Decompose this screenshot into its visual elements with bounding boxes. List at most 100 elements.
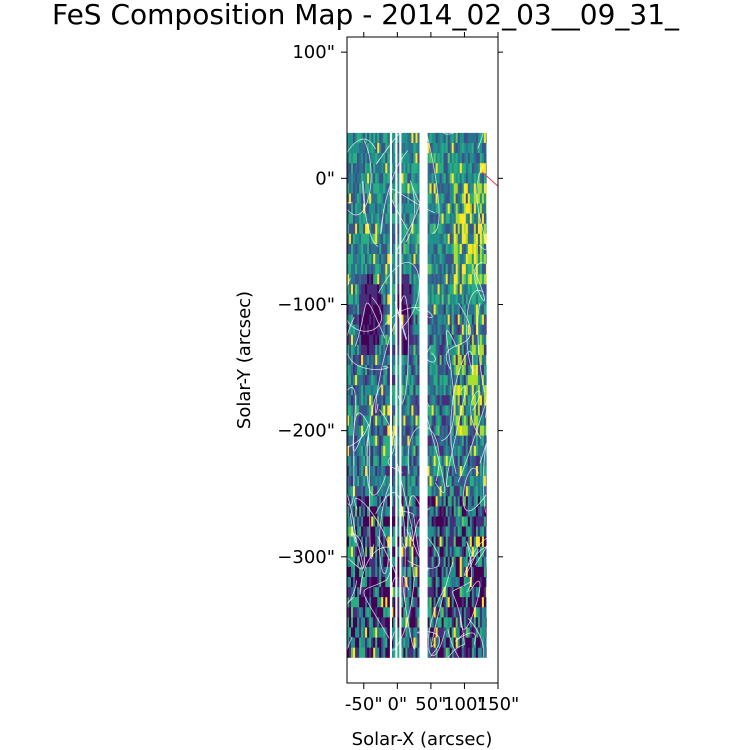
heatmap-cell	[463, 597, 467, 608]
heatmap-cell	[377, 254, 380, 265]
heatmap-cell	[459, 132, 463, 144]
heatmap-cell	[415, 213, 419, 225]
heatmap-cell	[371, 223, 374, 235]
heatmap-cell	[451, 566, 455, 578]
heatmap-cell	[475, 344, 479, 356]
heatmap-cell	[461, 516, 465, 528]
heatmap-cell	[441, 546, 445, 558]
heatmap-cell	[475, 476, 479, 487]
heatmap-cell	[369, 597, 372, 608]
heatmap-cell	[447, 466, 451, 477]
heatmap-cell	[469, 617, 473, 629]
heatmap-cell	[433, 233, 437, 245]
heatmap-cell	[357, 203, 360, 215]
heatmap-cell	[479, 435, 483, 447]
heatmap-cell	[383, 587, 386, 598]
heatmap-cell	[397, 516, 400, 528]
heatmap-cell	[467, 173, 471, 184]
heatmap-cell	[397, 132, 400, 144]
heatmap-cell	[355, 425, 358, 437]
heatmap-cell	[415, 274, 419, 285]
heatmap-cell	[403, 355, 406, 366]
heatmap-cell	[367, 577, 370, 588]
heatmap-cell	[473, 617, 477, 629]
heatmap-cell	[409, 294, 412, 306]
heatmap-cell	[451, 375, 455, 386]
heatmap-cell	[361, 143, 364, 154]
heatmap-cell	[391, 274, 394, 285]
heatmap-cell	[433, 425, 437, 437]
heatmap-cell	[439, 415, 443, 427]
heatmap-cell	[417, 243, 421, 255]
heatmap-cell	[443, 143, 447, 154]
heatmap-cell	[417, 476, 421, 487]
heatmap-cell	[435, 203, 439, 215]
heatmap-cell	[479, 556, 483, 568]
heatmap-cell	[393, 536, 396, 548]
heatmap-cell	[481, 607, 485, 618]
bottom-blank	[347, 657, 498, 683]
heatmap-cell	[413, 627, 416, 639]
heatmap-cell	[443, 344, 447, 356]
heatmap-cell	[367, 153, 370, 164]
heatmap-cell	[471, 556, 475, 568]
heatmap-cell	[407, 647, 410, 659]
heatmap-cell	[351, 455, 354, 467]
heatmap-cell	[459, 264, 463, 275]
heatmap-cell	[435, 577, 439, 588]
heatmap-cell	[381, 455, 384, 467]
heatmap-cell	[431, 577, 435, 588]
heatmap-cell	[367, 183, 370, 195]
heatmap-cell	[357, 355, 360, 366]
heatmap-cell	[371, 143, 374, 154]
heatmap-cell	[347, 213, 350, 225]
heatmap-cell	[459, 597, 463, 608]
heatmap-cell	[435, 284, 439, 295]
heatmap-cell	[383, 173, 386, 184]
heatmap-cell	[435, 274, 439, 285]
heatmap-cell	[365, 324, 368, 336]
heatmap-cell	[349, 274, 352, 285]
heatmap-cell	[355, 132, 358, 144]
field-line	[378, 262, 420, 331]
heatmap-cell	[463, 284, 467, 295]
heatmap-cell	[427, 344, 431, 356]
heatmap-cell	[417, 284, 421, 295]
heatmap-cell	[409, 132, 412, 144]
heatmap-cell	[355, 375, 358, 386]
heatmap-cell	[407, 274, 410, 285]
heatmap-cell	[435, 344, 439, 356]
heatmap-cell	[463, 163, 467, 174]
heatmap-cell	[469, 385, 473, 396]
heatmap-cell	[461, 577, 465, 588]
heatmap-cell	[387, 526, 390, 538]
heatmap-cell	[363, 243, 366, 255]
heatmap-cell	[473, 637, 477, 649]
heatmap-cell	[401, 425, 404, 437]
heatmap-cell	[477, 476, 481, 487]
heatmap-cell	[391, 284, 394, 295]
heatmap-cell	[463, 587, 467, 598]
heatmap-cell	[451, 627, 455, 639]
heatmap-cell	[483, 405, 487, 417]
heatmap-cell	[453, 344, 457, 356]
heatmap-cell	[403, 334, 406, 346]
heatmap-cell	[387, 597, 390, 608]
heatmap-cell	[407, 153, 410, 164]
heatmap-cell	[383, 627, 386, 639]
heatmap-cell	[473, 435, 477, 447]
heatmap-cell	[465, 153, 469, 164]
heatmap-cell	[391, 153, 394, 164]
heatmap-cell	[441, 193, 445, 205]
heatmap-cell	[455, 536, 459, 548]
heatmap-cell	[447, 587, 451, 598]
heatmap-cell	[381, 203, 384, 215]
heatmap-cell	[479, 193, 483, 205]
heatmap-cell	[347, 455, 350, 467]
heatmap-cell	[361, 506, 364, 518]
heatmap-cell	[405, 243, 408, 255]
heatmap-cell	[367, 143, 370, 154]
heatmap-cell	[357, 243, 360, 255]
heatmap-cell	[429, 163, 433, 174]
heatmap-cell	[359, 577, 362, 588]
